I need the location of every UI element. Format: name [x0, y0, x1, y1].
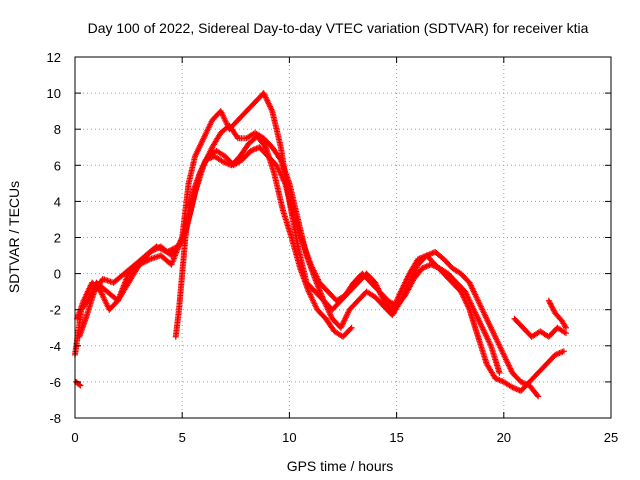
y-tick-label: 6: [54, 158, 61, 173]
chart-title: Day 100 of 2022, Sidereal Day-to-day VTE…: [88, 20, 589, 36]
data-point-marker: [535, 393, 542, 400]
x-tick-label: 0: [71, 430, 78, 445]
data-point-marker: [496, 369, 503, 376]
data-point-marker: [151, 246, 158, 253]
y-tick-label: 8: [54, 122, 61, 137]
axis-ticks: 0 5 10 15 20 25 -8 -6 -4 -2 0 2 4 6 8 10 12: [47, 50, 619, 445]
data-point-marker: [147, 248, 154, 255]
y-tick-label: 2: [54, 231, 61, 246]
data-point-marker: [348, 324, 355, 331]
data-point-marker: [276, 155, 283, 162]
y-axis-label: SDTVAR / TECUs: [6, 181, 22, 293]
series-track-6: [545, 297, 569, 331]
y-tick-label: -2: [49, 303, 61, 318]
y-tick-label: 4: [54, 194, 61, 209]
y-tick-label: -6: [49, 375, 61, 390]
x-tick-label: 5: [179, 430, 186, 445]
y-tick-label: -4: [49, 339, 61, 354]
data-point-marker: [149, 247, 156, 254]
data-point-marker: [152, 246, 159, 253]
series-track-5: [511, 315, 569, 340]
series-track-4: [172, 133, 355, 340]
data-point-marker: [145, 256, 152, 263]
y-tick-label: 12: [47, 50, 61, 65]
y-tick-label: 10: [47, 86, 61, 101]
x-axis-label: GPS time / hours: [287, 458, 394, 474]
x-tick-label: 20: [497, 430, 511, 445]
x-tick-label: 10: [282, 430, 296, 445]
data-point-marker: [148, 248, 155, 255]
data-point-marker: [534, 392, 541, 399]
y-tick-label: -8: [49, 411, 61, 426]
data-points-layer: [72, 90, 569, 400]
y-tick-label: 0: [54, 267, 61, 282]
data-point-marker: [77, 382, 84, 389]
x-tick-label: 15: [389, 430, 403, 445]
grid-lines: [75, 57, 611, 418]
data-point-marker: [347, 325, 354, 332]
x-tick-label: 25: [604, 430, 618, 445]
data-point-marker: [562, 324, 569, 331]
data-point-marker: [560, 348, 567, 355]
data-point-marker: [76, 381, 83, 388]
data-point-marker: [153, 245, 160, 252]
series-track-3: [74, 144, 503, 376]
data-point-marker: [562, 330, 569, 337]
